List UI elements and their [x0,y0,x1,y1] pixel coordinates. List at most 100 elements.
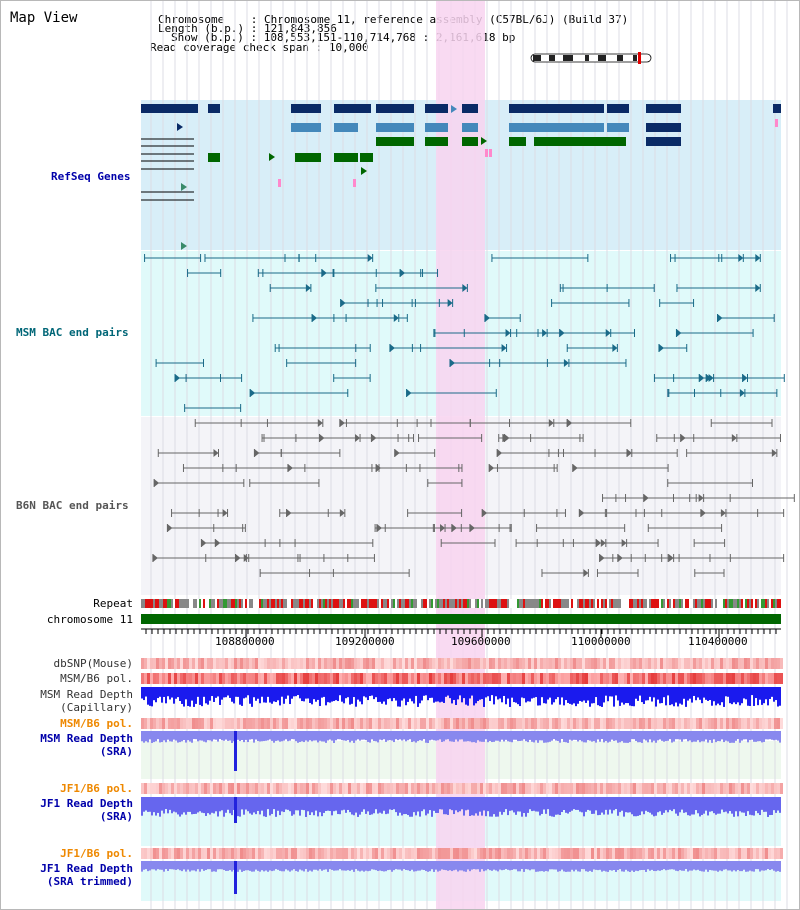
jf1-sra-depth-bar [777,797,779,811]
repeat-segment [317,599,319,608]
jf1-b6-pol-trim-cell [519,848,522,859]
msm-b6-pol-cell [594,673,597,684]
msm-sra-depth-bar [513,731,515,740]
msm-b6-pol-sra-cell [531,718,534,729]
jf1-trim-depth-bar [147,861,149,872]
msm-b6-pol-cell [759,673,762,684]
jf1-b6-pol-trim-cell [528,848,531,859]
dbsnp-cell [483,658,486,669]
msm-b6-pol-sra-label[interactable]: MSM/B6 pol. [60,717,133,730]
jf1-sra-depth-bar [313,797,315,816]
jf1-trim-depth-bar [269,861,271,871]
msm-b6-pol-sra-cell [606,718,609,729]
b6n-bac-label[interactable]: B6N BAC end pairs [16,499,129,512]
jf1-b6-pol-trim-cell [612,848,615,859]
dbsnp-cell [186,658,189,669]
msm-capillary-depth-bar [263,687,265,703]
jf1-b6-pol-trim-cell [555,848,558,859]
jf1-b6-pol-trim-cell [411,848,414,859]
msm-sra-depth-bar [755,731,757,742]
jf1-b6-pol-trim-cell [228,848,231,859]
msm-b6-pol-cell [327,673,330,684]
jf1-b6-pol-label[interactable]: JF1/B6 pol. [60,782,133,795]
msm-capillary-depth-bar [277,687,279,701]
msm-sra-depth-bar [353,731,355,743]
jf1-sra-depth-bar [231,797,233,816]
jf1-trim-depth-bar [507,861,509,870]
msm-capillary-depth-bar [215,687,217,698]
jf1-b6-pol-cell [462,783,465,794]
dbsnp-cell [429,658,432,669]
dbsnp-cell [567,658,570,669]
msm-b6-pol-sra-cell [501,718,504,729]
jf1-b6-pol-cell [405,783,408,794]
jf1-b6-pol-trimmed-label[interactable]: JF1/B6 pol. [60,847,133,860]
jf1-sra-depth-bar [593,797,595,814]
msm-sra-depth-bar [575,731,577,740]
msm-b6-pol-sra-cell [525,718,528,729]
jf1-read-depth-label[interactable]: JF1 Read Depth (SRA) [40,797,133,823]
repeat-segment [477,599,479,608]
jf1-b6-pol-cell [354,783,357,794]
repeat-segment [165,599,167,608]
jf1-trim-depth-bar [541,861,543,872]
jf1-sra-depth-bar [713,797,715,814]
dbsnp-cell [486,658,489,669]
msm-read-depth-sra-label[interactable]: MSM Read Depth (SRA) [40,732,133,758]
msm-bac-label[interactable]: MSM BAC end pairs [16,326,129,339]
repeat-segment [561,599,563,608]
jf1-trim-depth-bar [743,861,745,870]
jf1-read-depth-trimmed-label[interactable]: JF1 Read Depth (SRA trimmed) [40,862,133,888]
jf1-sra-depth-bar [199,797,201,812]
jf1-sra-depth-bar [569,797,571,812]
jf1-sra-depth-bar [385,797,387,815]
repeat-segment [361,599,363,608]
repeat-segment [747,599,749,608]
msm-b6-pol-cell [576,673,579,684]
msm-b6-pol-cell [375,673,378,684]
msm-sra-depth-bar [287,731,289,742]
msm-capillary-depth-bar [617,687,619,701]
repeat-segment [687,599,689,608]
msm-b6-pol-sra-cell [723,718,726,729]
dbsnp-cell [687,658,690,669]
msm-capillary-depth-bar [333,687,335,702]
jf1-trim-depth-bar [549,861,551,870]
jf1-b6-pol-cell [750,783,753,794]
refseq-genes-label[interactable]: RefSeq Genes [51,170,131,183]
dbsnp-label[interactable]: dbSNP(Mouse) [53,657,133,670]
jf1-b6-pol-trim-cell [666,848,669,859]
msm-b6-pol-sra-cell [291,718,294,729]
msm-capillary-depth-bar [581,687,583,702]
msm-capillary-depth-bar [531,687,533,699]
msm-sra-depth-bar [627,731,629,743]
jf1-b6-pol-trim-cell [171,848,174,859]
jf1-trim-depth-bar [631,861,633,871]
jf1-sra-depth-bar [309,797,311,816]
b6n-bac-arrow [698,494,704,502]
msm-capillary-depth-bar [443,687,445,703]
jf1-read-depth-trim-line2: (SRA trimmed) [46,875,133,888]
repeat-segment [539,599,541,608]
jf1-trim-depth-bar [415,861,417,872]
msm-bac-arrow [755,284,761,292]
msm-b6-pol-sra-cell [645,718,648,729]
msm-b6-pol-label[interactable]: MSM/B6 pol. [60,672,133,685]
msm-b6-pol-sra-cell [225,718,228,729]
msm-sra-depth-bar [777,731,779,741]
msm-b6-pol-sra-cell [198,718,201,729]
msm-read-depth-capillary-label[interactable]: MSM Read Depth (Capillary) [40,688,133,714]
repeat-segment [289,599,291,608]
dbsnp-cell [747,658,750,669]
msm-sra-depth-bar [661,731,663,741]
msm-capillary-depth-bar [753,687,755,706]
msm-sra-depth-bar [589,731,591,741]
dbsnp-cell [711,658,714,669]
jf1-b6-pol-trim-cell [525,848,528,859]
jf1-sra-depth-bar [643,797,645,815]
gene-small-mark [278,179,281,187]
jf1-trim-depth-bar [533,861,535,870]
repeat-segment [729,599,731,608]
jf1-sra-depth-bar [409,797,411,817]
